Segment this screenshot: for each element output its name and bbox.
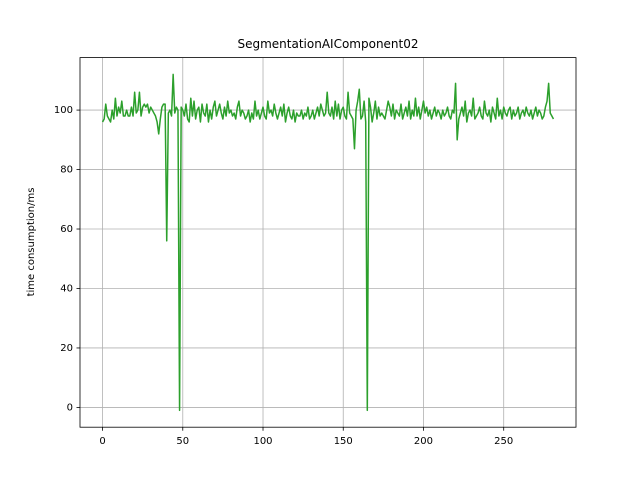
y-tick-label: 100 [54,105,73,116]
x-tick-label: 0 [99,436,105,447]
plot-frame [79,57,577,428]
x-tick-label: 250 [494,436,513,447]
x-tick-label: 100 [253,436,272,447]
y-tick-label: 0 [67,402,73,413]
y-tick-label: 80 [60,165,73,176]
x-tick-label: 50 [176,436,189,447]
y-tick-label: 40 [60,283,73,294]
x-tick-label: 150 [334,436,353,447]
y-axis-label: time consumption/ms [26,188,37,297]
data-line [101,73,555,412]
x-tick-label: 200 [414,436,433,447]
y-tick-label: 20 [60,343,73,354]
y-tick-label: 60 [60,224,73,235]
chart-title: SegmentationAIComponent02 [237,37,418,51]
